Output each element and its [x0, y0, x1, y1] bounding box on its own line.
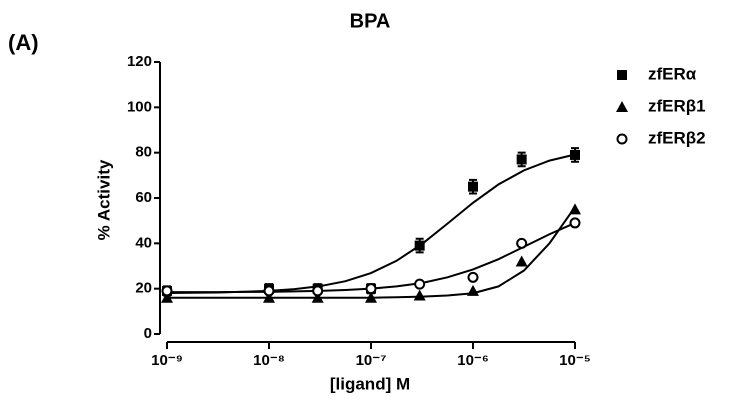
data-point: [516, 154, 527, 165]
legend-label: zfERα: [648, 64, 697, 83]
data-point: [515, 255, 528, 267]
legend-label: zfERβ1: [648, 96, 706, 115]
panel-label: (A): [8, 30, 39, 55]
legend-marker: [616, 133, 628, 145]
data-point: [263, 285, 275, 297]
fit-curve: [166, 153, 576, 294]
y-tick-label: 60: [135, 189, 152, 206]
data-point: [161, 285, 173, 297]
fit-curve: [167, 222, 576, 294]
y-tick-label: 100: [127, 98, 152, 115]
data-point: [569, 203, 581, 215]
y-tick-label: 40: [135, 234, 152, 251]
data-point: [569, 217, 581, 229]
data-point: [467, 271, 479, 283]
x-tick-label: 10⁻⁶: [457, 352, 489, 369]
chart-title: BPA: [350, 10, 391, 32]
data-point: [516, 237, 528, 249]
fit-curve: [167, 206, 576, 299]
x-axis-label: [ligand] M: [330, 374, 410, 393]
data-point: [263, 291, 275, 303]
y-axis-label: % Activity: [94, 159, 113, 240]
data-point: [161, 291, 173, 303]
y-tick-label: 80: [135, 144, 152, 161]
data-point: [468, 181, 478, 192]
data-point: [467, 284, 479, 296]
x-tick-label: 10⁻⁷: [356, 352, 387, 369]
data-point: [311, 291, 324, 303]
data-point: [570, 149, 580, 160]
data-point: [312, 285, 324, 297]
data-point: [413, 289, 426, 301]
data-point: [365, 283, 377, 295]
legend-marker: [617, 70, 627, 80]
x-tick-label: 10⁻⁵: [559, 352, 591, 369]
data-point: [414, 240, 425, 251]
data-point: [414, 278, 426, 290]
y-tick-label: 20: [135, 280, 152, 297]
x-tick-label: 10⁻⁹: [151, 352, 183, 369]
legend-marker: [616, 101, 628, 112]
x-tick-label: 10⁻⁸: [253, 352, 285, 369]
data-point: [365, 291, 377, 303]
y-tick-label: 120: [127, 53, 152, 70]
legend-label: zfERβ2: [648, 128, 706, 147]
y-tick-label: 0: [144, 325, 152, 342]
